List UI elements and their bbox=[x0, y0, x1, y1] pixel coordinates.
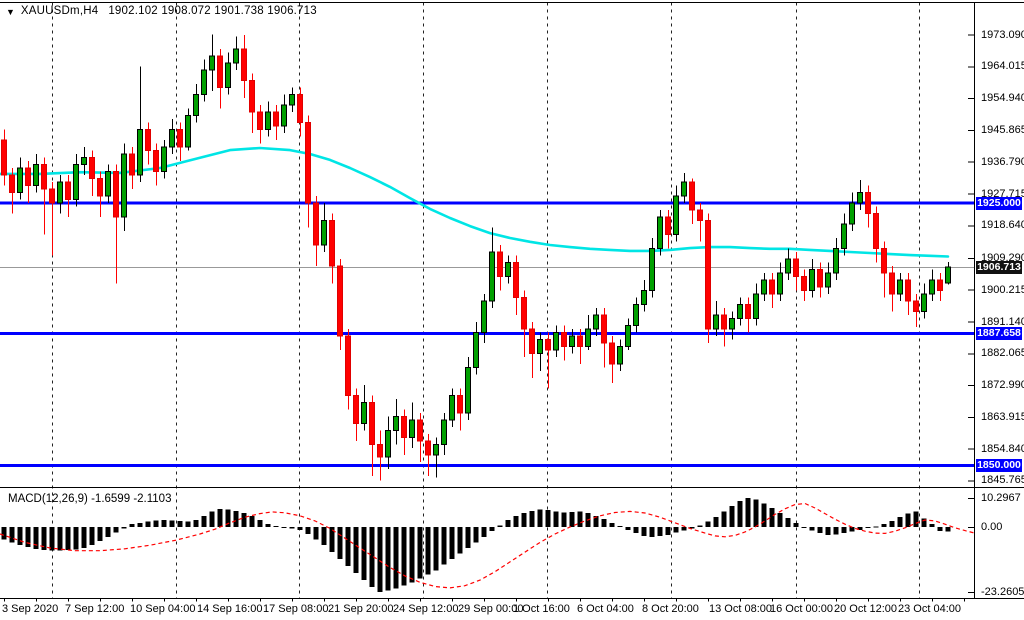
macd-name: MACD(12,26,9) bbox=[8, 493, 88, 505]
time-axis-label: 23 Oct 04:00 bbox=[898, 603, 961, 615]
price-axis-tick-label: 1863.915 bbox=[981, 410, 1024, 423]
macd-axis-tick-label: 10.2967 bbox=[981, 492, 1021, 505]
price-axis-tick-label: 1891.140 bbox=[981, 315, 1024, 328]
price-axis-tick-label: 1918.640 bbox=[981, 219, 1024, 232]
macd-axis-tick-label: -23.2605 bbox=[981, 586, 1024, 598]
macd-indicator-label: MACD(12,26,9) -1.6599 -2.1103 bbox=[8, 493, 171, 505]
time-axis-label: 13 Oct 08:00 bbox=[709, 603, 772, 615]
price-axis-tick-label: 1964.015 bbox=[981, 60, 1024, 73]
ohlc-low: 1901.738 bbox=[214, 5, 264, 17]
time-axis-label: 17 Sep 08:00 bbox=[263, 603, 329, 615]
pane-borders bbox=[0, 2, 1024, 599]
level-price-tag: 1850.000 bbox=[976, 459, 1022, 472]
macd-value: -1.6599 bbox=[91, 493, 131, 505]
axis-tick-marks bbox=[4, 34, 974, 602]
price-axis-tick-label: 1872.990 bbox=[981, 379, 1024, 391]
symbol-marker-icon: ▼ bbox=[6, 6, 15, 17]
macd-histogram bbox=[1, 498, 951, 592]
price-axis-tick-label: 1854.840 bbox=[981, 442, 1024, 455]
chart-title-bar: ▼ XAUUSDm,H4 1902.102 1908.072 1901.738 1… bbox=[6, 5, 317, 17]
ohlc-high: 1908.072 bbox=[161, 5, 211, 17]
price-axis-tick-label: 1900.215 bbox=[981, 283, 1024, 296]
price-axis-tick-label: 1973.090 bbox=[981, 28, 1024, 41]
time-axis-label: 7 Sep 12:00 bbox=[65, 603, 125, 615]
moving-average-line bbox=[0, 146, 950, 258]
macd-signal-line bbox=[0, 502, 975, 589]
price-axis-tick-label: 1845.765 bbox=[981, 474, 1024, 487]
time-axis-label: 24 Sep 12:00 bbox=[393, 603, 459, 615]
price-axis-tick-label: 1936.790 bbox=[981, 155, 1024, 168]
macd-axis-tick-label: 0.00 bbox=[981, 521, 1003, 533]
level-price-tag: 1925.000 bbox=[976, 196, 1022, 210]
time-axis-label: 21 Sep 20:00 bbox=[328, 603, 394, 615]
time-axis-label: 6 Oct 04:00 bbox=[577, 603, 634, 615]
macd-signal-value: -2.1103 bbox=[133, 493, 172, 505]
ohlc-close: 1906.713 bbox=[267, 5, 317, 17]
time-axis-label: 29 Sep 00:00 bbox=[458, 603, 524, 615]
time-axis-label: 14 Sep 16:00 bbox=[197, 603, 263, 615]
level-price-tag: 1887.658 bbox=[976, 327, 1022, 341]
current-price-tag: 1906.713 bbox=[976, 260, 1022, 274]
time-axis-label: 10 Sep 04:00 bbox=[130, 603, 196, 615]
price-axis-tick-label: 1945.865 bbox=[981, 124, 1024, 136]
candles bbox=[1, 34, 951, 481]
price-axis-tick-label: 1954.940 bbox=[981, 92, 1024, 105]
level-lines bbox=[0, 201, 975, 467]
chart-title: XAUUSDm,H4 1902.102 1908.072 1901.738 190… bbox=[21, 5, 317, 17]
time-axis-label: 16 Oct 00:00 bbox=[770, 603, 833, 615]
symbol-label: XAUUSDm,H4 bbox=[20, 5, 99, 17]
ohlc-open: 1902.102 bbox=[108, 5, 158, 17]
time-axis-label: 3 Sep 2020 bbox=[2, 603, 59, 615]
price-axis-tick-label: 1882.065 bbox=[981, 347, 1024, 360]
time-axis-label: 1 Oct 16:00 bbox=[513, 603, 570, 615]
time-axis-label: 8 Oct 20:00 bbox=[642, 603, 699, 615]
time-axis-label: 20 Oct 12:00 bbox=[834, 603, 897, 615]
